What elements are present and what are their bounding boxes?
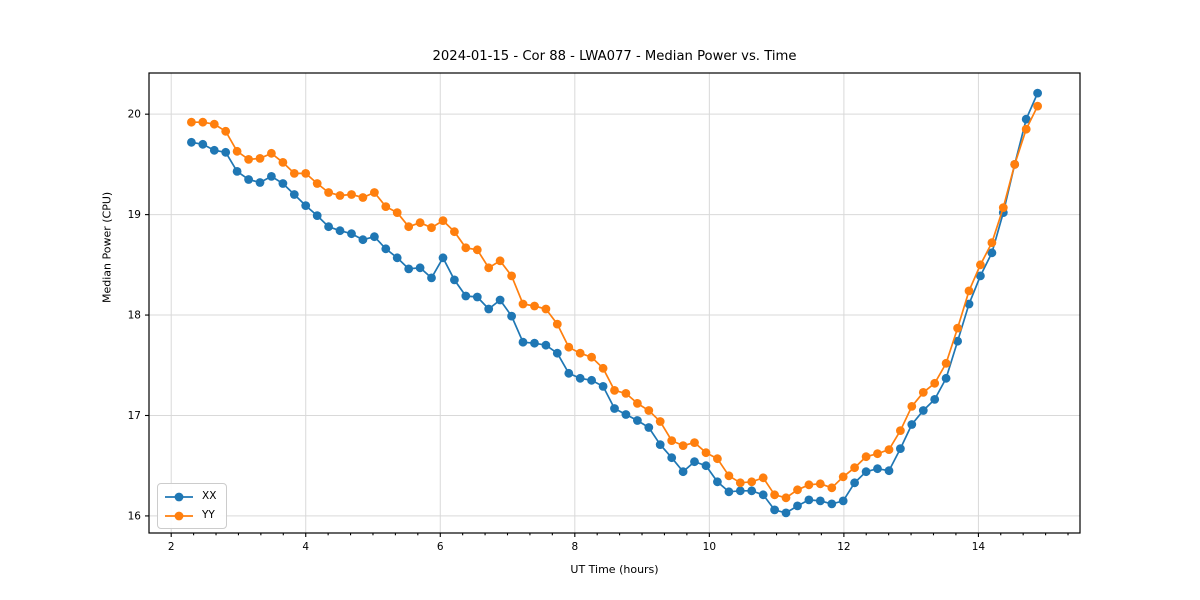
axis-ticks xyxy=(145,113,1069,537)
y-tick-label: 20 xyxy=(128,109,141,121)
x-tick-label: 8 xyxy=(571,541,578,553)
legend-label-xx: XX xyxy=(202,490,217,503)
series-YY xyxy=(187,101,1042,503)
x-tick-label: 12 xyxy=(837,541,850,553)
series-XX xyxy=(187,88,1042,518)
x-tick-label: 10 xyxy=(703,541,716,553)
chart-title: 2024-01-15 - Cor 88 - LWA077 - Median Po… xyxy=(432,49,797,64)
y-tick-label: 19 xyxy=(128,209,141,221)
legend-line-marker-xx xyxy=(165,492,193,501)
x-tick-label: 6 xyxy=(437,541,444,553)
legend-label-yy: YY xyxy=(202,509,215,522)
y-tick-label: 18 xyxy=(128,310,141,322)
y-tick-label: 17 xyxy=(128,410,141,422)
legend-marker-xx xyxy=(174,492,184,501)
x-tick-label: 2 xyxy=(168,541,175,553)
legend-line-marker-yy xyxy=(165,511,193,520)
legend-marker-yy xyxy=(174,511,184,520)
tick-labels: 2 4 6 8 10 12 14 16 17 18 19 20 xyxy=(128,109,986,553)
grid xyxy=(149,73,1080,533)
y-tick-label: 16 xyxy=(128,510,142,522)
legend-item-yy: YY xyxy=(164,506,216,525)
x-axis-label: UT Time (hours) xyxy=(570,563,659,576)
legend-item-xx: XX xyxy=(164,487,216,506)
x-tick-label: 14 xyxy=(972,541,986,553)
x-tick-label: 4 xyxy=(302,541,309,553)
plot-border xyxy=(148,72,1081,534)
legend: XX YY xyxy=(157,483,228,529)
